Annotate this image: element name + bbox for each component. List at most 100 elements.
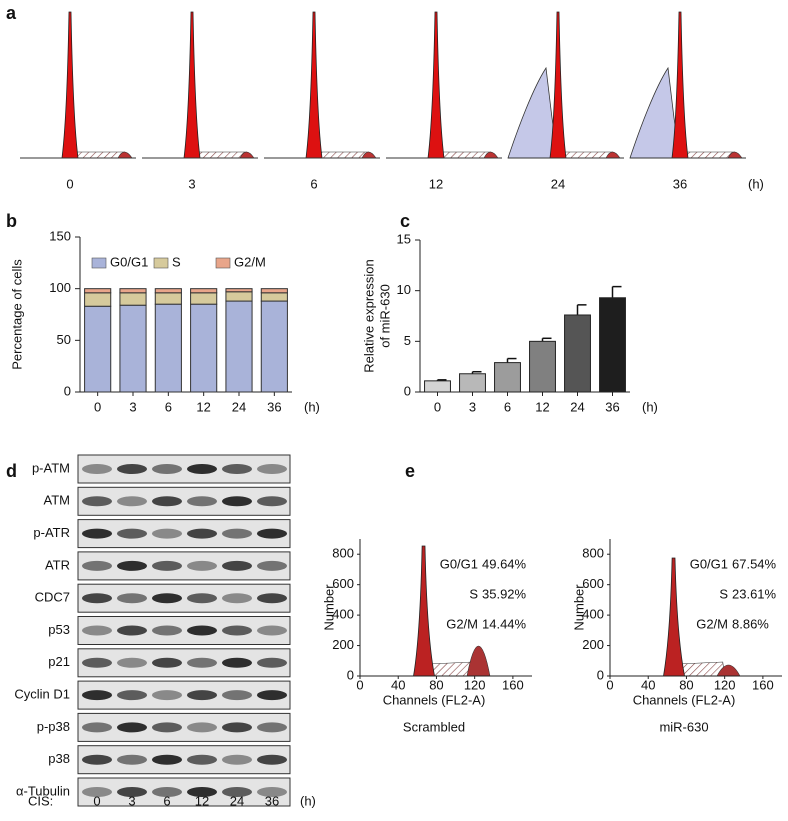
blot-band (82, 754, 112, 765)
protein-label: Cyclin D1 (14, 687, 70, 702)
x-tick-label: 3 (129, 399, 136, 414)
phase-value: 14.44% (482, 616, 527, 631)
legend-swatch (153, 257, 169, 269)
blot-band (82, 528, 112, 539)
blot-band (187, 593, 217, 604)
blot-band (82, 496, 112, 507)
y-tick-label: 15 (397, 231, 411, 246)
x-tick-label: 12 (196, 399, 210, 414)
phase-value: 67.54% (732, 556, 777, 571)
blot-band (152, 787, 182, 797)
lane-label: 6 (163, 793, 170, 808)
blot-band (222, 496, 252, 507)
bar-segment (84, 288, 112, 294)
g1-peak (183, 11, 201, 159)
x-tick-label: 3 (469, 399, 476, 414)
blot-band (187, 657, 217, 668)
blot-band (187, 496, 217, 507)
protein-label: p21 (48, 654, 70, 669)
bar-segment (84, 305, 112, 393)
bar-segment (154, 292, 182, 305)
blot-band (152, 625, 182, 636)
bar (459, 373, 486, 393)
bar-segment (225, 300, 253, 393)
blot-band (257, 464, 287, 474)
blot-band (257, 690, 287, 701)
x-tick-label: 80 (679, 677, 693, 692)
blot-strip (77, 712, 291, 742)
y-tick-label: 5 (404, 333, 411, 348)
x-tick-label: 12 (535, 399, 549, 414)
bar (529, 340, 556, 393)
y-tick-label: 400 (332, 607, 354, 622)
panel-letter: a (6, 3, 17, 23)
legend-label: G2/M (234, 254, 266, 269)
bar-segment (154, 288, 182, 294)
bar (494, 362, 521, 393)
protein-label: α-Tubulin (16, 783, 70, 798)
blot-band (82, 560, 112, 571)
unit-label: (h) (304, 399, 320, 414)
y-tick-label: 150 (49, 228, 71, 243)
y-tick-label: 600 (332, 576, 354, 591)
time-label: 3 (188, 176, 195, 191)
blot-strip (77, 680, 291, 710)
g1-peak (305, 11, 323, 159)
blot-band (82, 690, 112, 701)
phase-label: G0/G1 (440, 556, 478, 571)
legend-label: G0/G1 (110, 254, 148, 269)
bar-segment (260, 288, 288, 294)
blot-band (117, 496, 147, 507)
bar-segment (119, 288, 147, 294)
y-tick-label: 0 (64, 383, 71, 398)
blot-band (222, 560, 252, 571)
plot-name: Scrambled (403, 719, 465, 734)
y-tick-label: 200 (332, 637, 354, 652)
blot-band (187, 787, 217, 797)
x-tick-label: 6 (165, 399, 172, 414)
protein-label: ATR (45, 557, 70, 572)
x-tick-label: 6 (504, 399, 511, 414)
blot-band (222, 528, 252, 539)
phase-value: 35.92% (482, 586, 527, 601)
blot-band (152, 464, 182, 474)
y-tick-label: 10 (397, 282, 411, 297)
blot-band (222, 722, 252, 733)
x-tick-label: 0 (94, 399, 101, 414)
phase-value: 23.61% (732, 586, 777, 601)
time-label: 24 (551, 176, 565, 191)
treatment-label: CIS: (28, 793, 53, 808)
blot-band (117, 593, 147, 604)
x-tick-label: 80 (429, 677, 443, 692)
blot-strip (77, 777, 291, 807)
blot-band (257, 754, 287, 765)
y-tick-label: 200 (582, 637, 604, 652)
blot-band (82, 787, 112, 797)
time-label: 12 (429, 176, 443, 191)
bar (599, 297, 626, 393)
x-tick-label: 36 (267, 399, 281, 414)
blot-band (82, 722, 112, 733)
lane-label: 24 (230, 793, 244, 808)
phase-label: G2/M (446, 616, 478, 631)
blot-band (187, 528, 217, 539)
x-axis-label: Channels (FL2-A) (633, 692, 736, 707)
blot-band (257, 625, 287, 636)
g2m-peak (466, 645, 491, 677)
unit-label: (h) (642, 399, 658, 414)
bar-segment (260, 292, 288, 302)
blot-strip (77, 454, 291, 484)
blot-band (257, 496, 287, 507)
x-tick-label: 0 (356, 677, 363, 692)
protein-label: ATM (44, 493, 70, 508)
x-tick-label: 0 (434, 399, 441, 414)
y-axis-label: Number (321, 584, 336, 631)
g1-peak (427, 11, 445, 159)
blot-band (152, 722, 182, 733)
blot-band (82, 657, 112, 668)
lane-label: 0 (93, 793, 100, 808)
time-label: 36 (673, 176, 687, 191)
blot-band (117, 560, 147, 571)
bar-segment (119, 292, 147, 306)
